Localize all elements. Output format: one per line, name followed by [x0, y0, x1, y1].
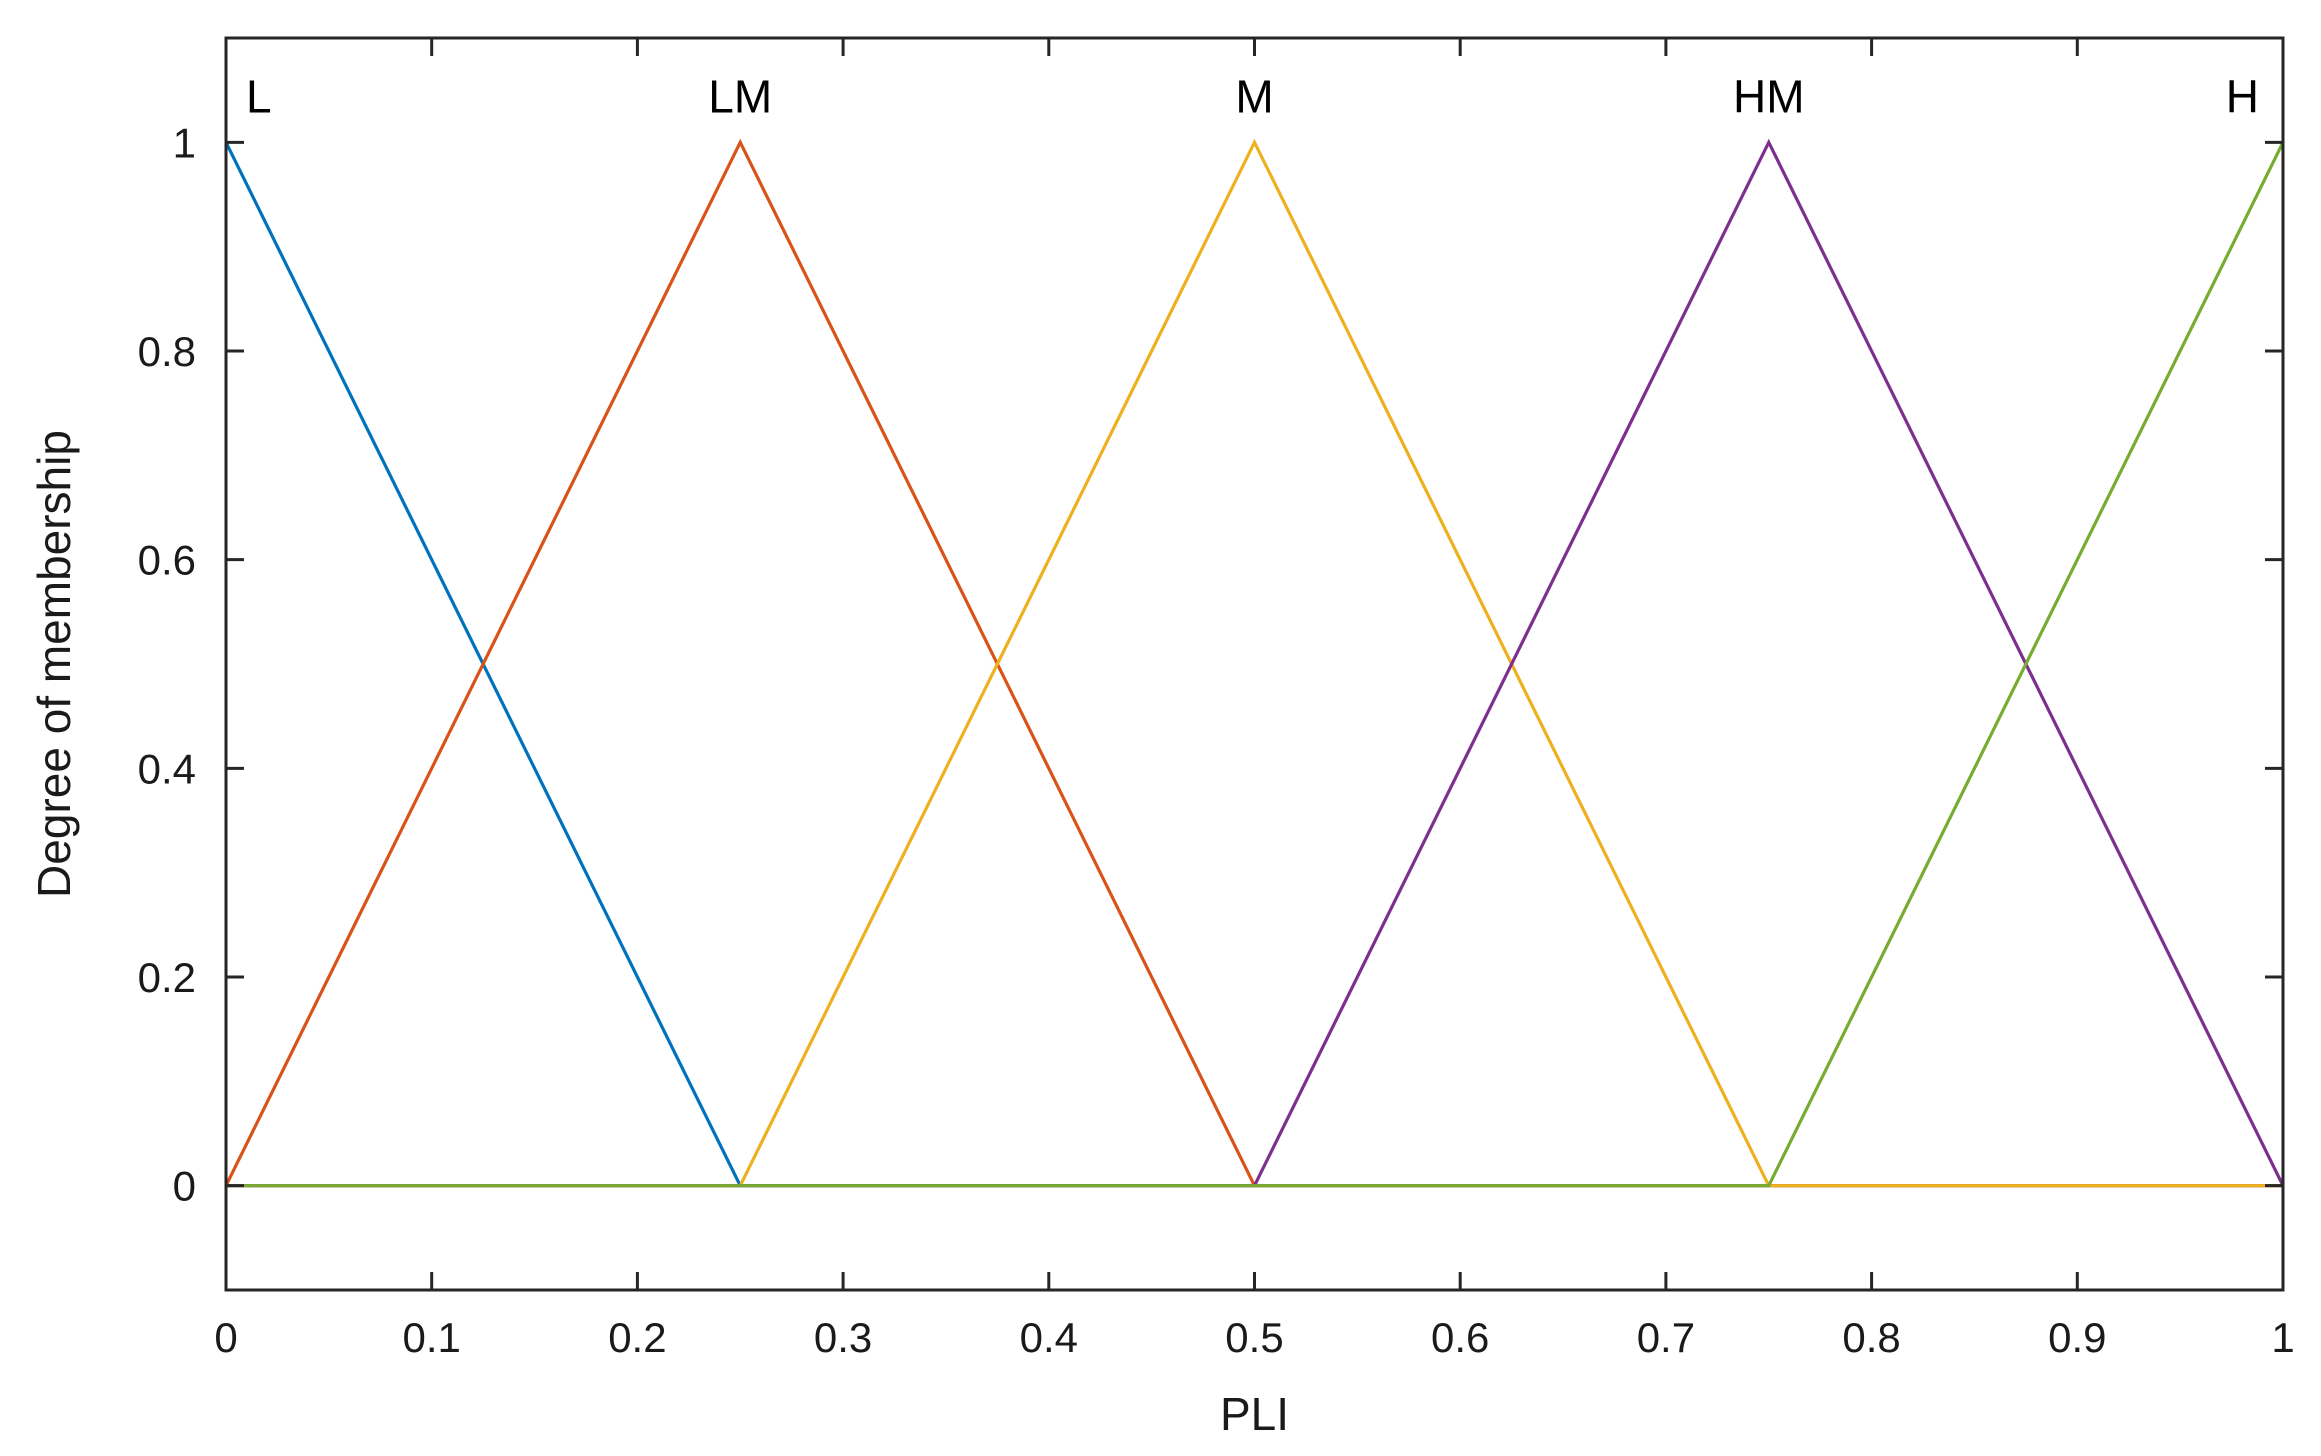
y-tick-label: 0	[173, 1163, 196, 1210]
y-tick-label: 1	[173, 119, 196, 166]
ticks-layer: 0 0.1 0.2 0.3 0.4 0.5 0.6 0.7 0.8 0.9 1 0 0.2 0.4 0.6 0…	[138, 38, 2295, 1361]
x-axis-label: PLI	[1220, 1388, 1289, 1440]
x-tick-label: 0.8	[1842, 1314, 1900, 1361]
mf-label-m: M	[1235, 70, 1273, 122]
x-tick-label: 0.6	[1431, 1314, 1489, 1361]
y-tick-label: 0.2	[138, 954, 196, 1001]
x-tick-label: 0.3	[814, 1314, 872, 1361]
x-tick-label: 0.9	[2048, 1314, 2106, 1361]
series-layer	[224, 138, 2285, 1188]
y-tick-label: 0.6	[138, 537, 196, 584]
y-tick-label: 0.4	[138, 745, 196, 792]
x-tick-label: 0.5	[1225, 1314, 1283, 1361]
x-tick-label: 0	[214, 1314, 237, 1361]
x-tick-label: 0.1	[403, 1314, 461, 1361]
plot-frame	[224, 36, 2285, 1292]
x-tick-label: 0.2	[608, 1314, 666, 1361]
series-line-h	[226, 141, 2285, 1188]
series-line-l	[224, 141, 2283, 1188]
x-tick-label: 0.4	[1020, 1314, 1078, 1361]
mf-label-l: L	[246, 70, 272, 122]
y-tick-label: 0.8	[138, 328, 196, 375]
x-tick-label: 0.7	[1637, 1314, 1695, 1361]
series-line-lm	[224, 138, 2283, 1188]
series-line-hm	[226, 138, 2285, 1188]
mf-label-hm: HM	[1733, 70, 1805, 122]
annotation-layer: L LM M HM H	[246, 70, 2259, 122]
mf-label-h: H	[2226, 70, 2259, 122]
y-axis-label: Degree of membership	[28, 430, 80, 898]
x-tick-label: 1	[2271, 1314, 2294, 1361]
series-line-m	[226, 138, 2283, 1188]
mf-label-lm: LM	[708, 70, 772, 122]
